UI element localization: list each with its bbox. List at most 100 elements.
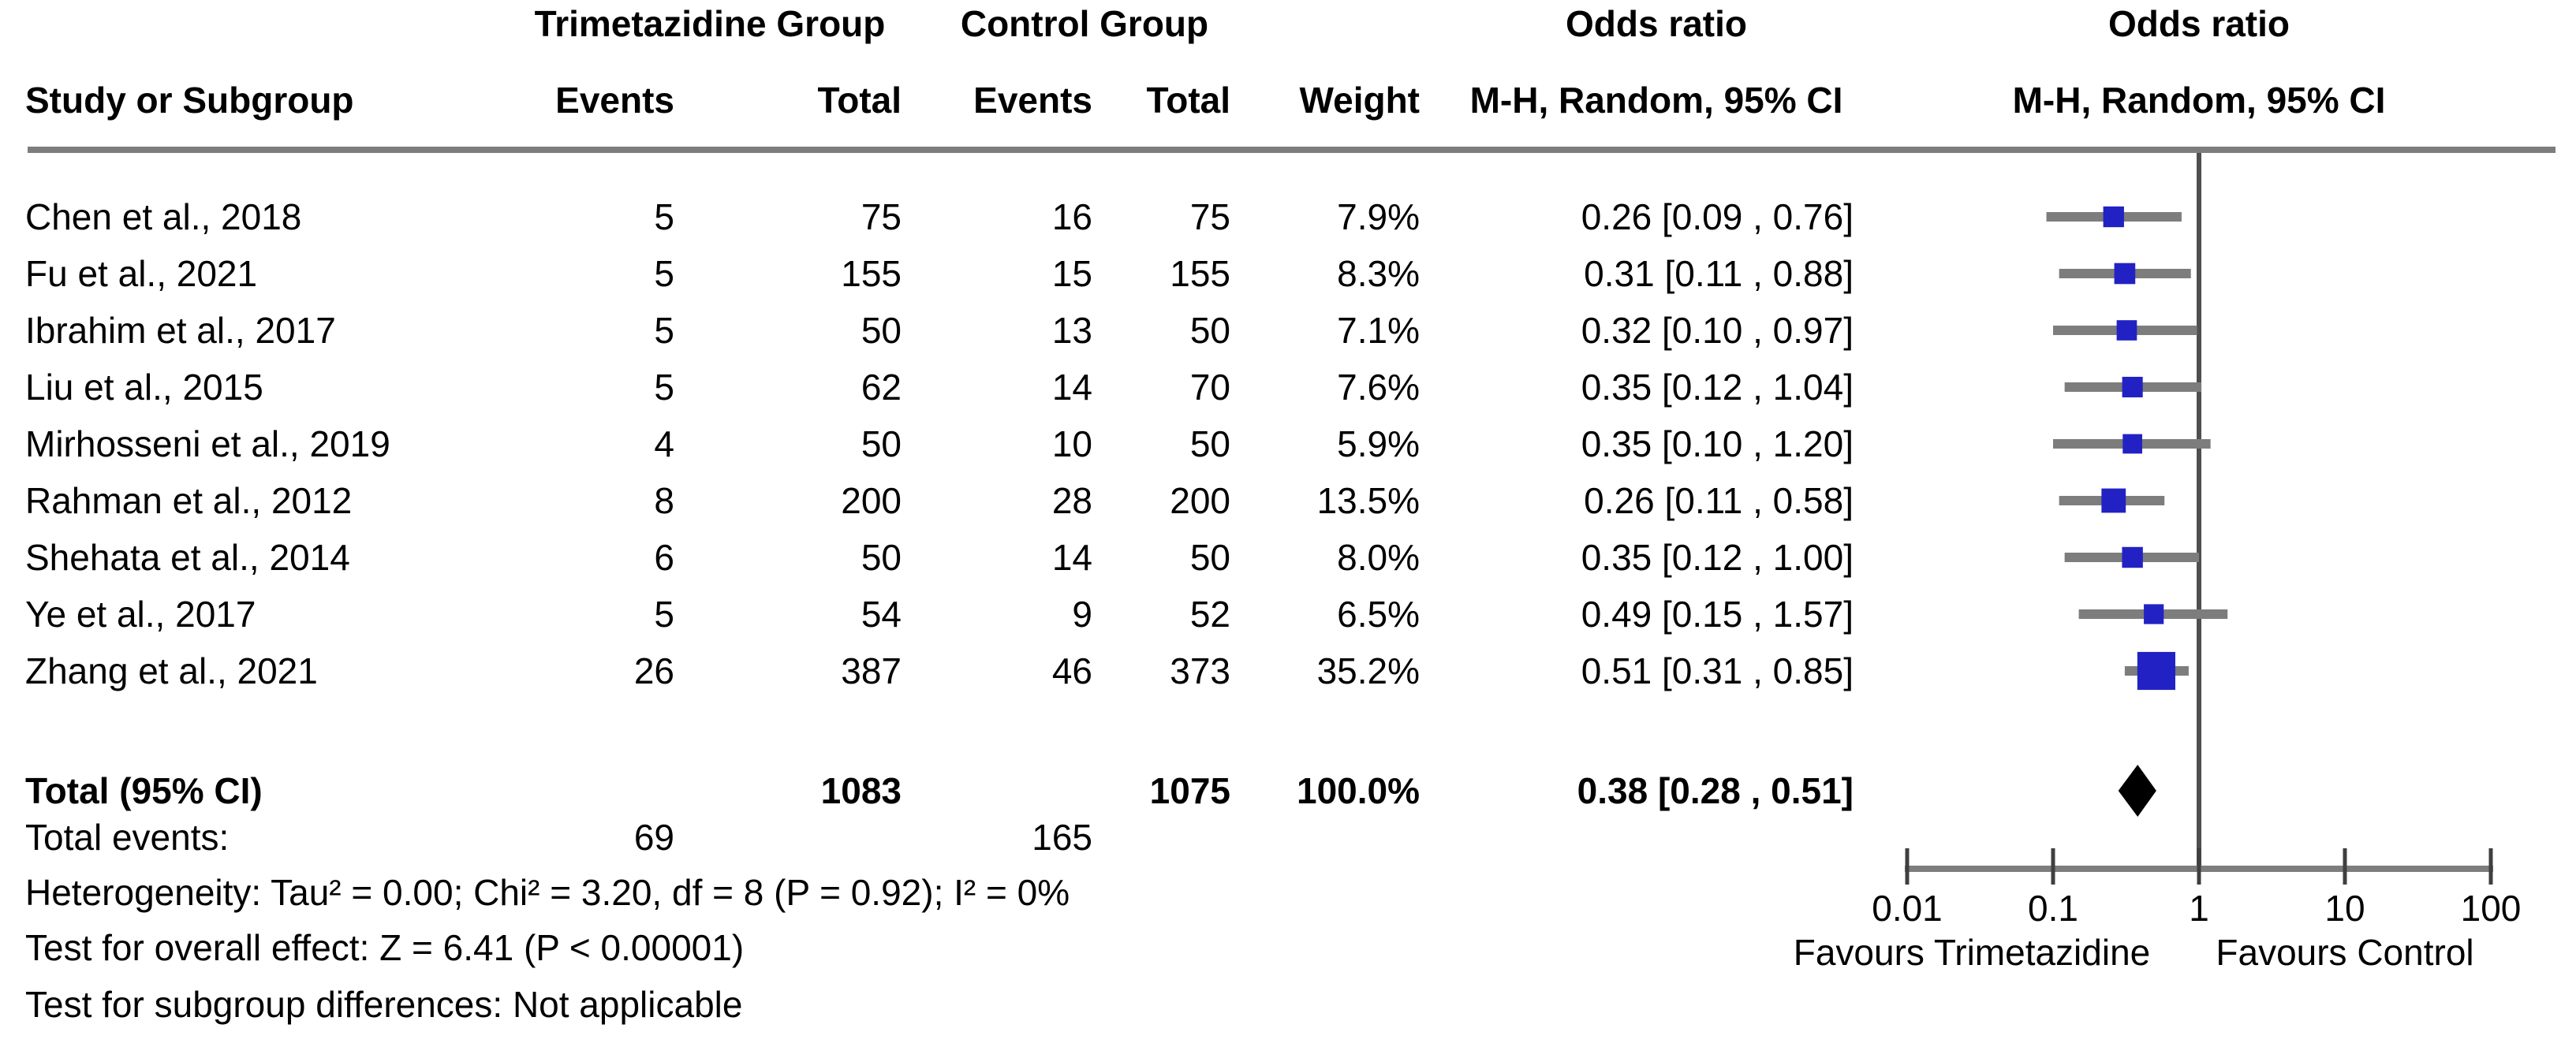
- axis-tick-label: 0.1: [2028, 888, 2078, 929]
- favours-left-label: Favours Trimetazidine: [1793, 932, 2151, 973]
- ci-line: [2064, 382, 2202, 392]
- treatment-events-value: 6: [654, 537, 674, 578]
- treatment-total-value: 62: [861, 367, 902, 408]
- or-marker-square: [2103, 206, 2124, 228]
- or-ci-text: 0.31 [0.11 , 0.88]: [1584, 253, 1854, 294]
- weight-value: 7.6%: [1337, 367, 1420, 408]
- control-total-value: 155: [1170, 253, 1230, 294]
- treatment-total-value: 50: [861, 423, 902, 464]
- null-effect-line: [2197, 153, 2201, 869]
- control-total-value: 70: [1189, 367, 1230, 408]
- control-events-value: 16: [1051, 196, 1092, 237]
- header-separator-line: [28, 147, 2555, 153]
- ci-line: [2078, 609, 2228, 619]
- weight-value: 8.0%: [1337, 537, 1420, 578]
- total-treatment-n: 1083: [820, 770, 902, 811]
- x-axis-tick: [2051, 848, 2055, 885]
- study-name: Ye et al., 2017: [25, 594, 256, 635]
- heterogeneity-stats: Heterogeneity: Tau² = 0.00; Chi² = 3.20,…: [25, 872, 1070, 913]
- weight-value: 5.9%: [1337, 423, 1420, 464]
- axis-tick-label: 0.01: [1872, 888, 1943, 929]
- or-marker-square: [2101, 488, 2126, 513]
- treatment-total-value: 75: [861, 196, 902, 237]
- weight-value: 13.5%: [1316, 480, 1420, 521]
- ci-line: [2053, 326, 2197, 335]
- control-total-value: 50: [1189, 537, 1230, 578]
- weight-value: 6.5%: [1337, 594, 1420, 635]
- odds-ratio-plot-title: Odds ratio: [2107, 3, 2290, 44]
- ci-line: [2064, 553, 2199, 562]
- x-axis-tick: [1905, 848, 1910, 885]
- total-events-label: Total events:: [25, 817, 230, 858]
- x-axis-tick: [2488, 848, 2493, 885]
- study-name: Mirhosseni et al., 2019: [25, 423, 390, 464]
- ci-line: [2059, 269, 2191, 278]
- or-marker-square: [2122, 434, 2143, 454]
- treatment-total-value: 50: [861, 537, 902, 578]
- or-ci-text: 0.32 [0.10 , 0.97]: [1581, 310, 1854, 351]
- treatment-events-value: 5: [654, 196, 674, 237]
- control-total-value: 373: [1170, 650, 1230, 691]
- treatment-total-value: 155: [841, 253, 902, 294]
- favours-right-label: Favours Control: [2216, 932, 2474, 973]
- control-events-value: 9: [1072, 594, 1092, 635]
- or-ci-text: 0.35 [0.10 , 1.20]: [1581, 423, 1854, 464]
- total-events-treatment: 69: [633, 817, 674, 858]
- or-method-column-header: M-H, Random, 95% CI: [1469, 80, 1843, 121]
- control-total-value: 75: [1189, 196, 1230, 237]
- or-ci-text: 0.26 [0.11 , 0.58]: [1584, 480, 1854, 521]
- control-events-value: 10: [1051, 423, 1092, 464]
- total-or-ci-text: 0.38 [0.28 , 0.51]: [1577, 770, 1854, 811]
- study-column-header: Study or Subgroup: [25, 80, 354, 121]
- control-events-header: Events: [973, 80, 1092, 121]
- axis-tick-label: 100: [2460, 888, 2522, 929]
- or-marker-square: [2122, 546, 2143, 568]
- x-axis-tick: [2343, 848, 2347, 885]
- study-name: Fu et al., 2021: [25, 253, 258, 294]
- or-marker-square: [2114, 263, 2136, 285]
- or-ci-text: 0.51 [0.31 , 0.85]: [1581, 650, 1854, 691]
- weight-value: 35.2%: [1316, 650, 1420, 691]
- ci-line: [2053, 439, 2211, 449]
- or-method-plot-header: M-H, Random, 95% CI: [2012, 80, 2386, 121]
- total-weight: 100.0%: [1296, 770, 1420, 811]
- treatment-events-value: 5: [654, 367, 674, 408]
- treatment-total-header: Total: [817, 80, 902, 121]
- study-name: Shehata et al., 2014: [25, 537, 350, 578]
- control-events-value: 46: [1051, 650, 1092, 691]
- control-group-header: Control Group: [960, 3, 1209, 44]
- subgroup-difference-test: Test for subgroup differences: Not appli…: [25, 984, 743, 1025]
- or-ci-text: 0.35 [0.12 , 1.00]: [1581, 537, 1854, 578]
- treatment-total-value: 387: [841, 650, 902, 691]
- treatment-events-value: 26: [633, 650, 674, 691]
- weight-value: 8.3%: [1337, 253, 1420, 294]
- axis-tick-label: 10: [2324, 888, 2365, 929]
- ci-line: [2059, 496, 2165, 505]
- control-events-value: 13: [1051, 310, 1092, 351]
- control-events-value: 14: [1051, 537, 1092, 578]
- axis-tick-label: 1: [2189, 888, 2209, 929]
- treatment-total-value: 50: [861, 310, 902, 351]
- control-total-value: 50: [1189, 310, 1230, 351]
- treatment-events-value: 5: [654, 310, 674, 351]
- control-events-value: 14: [1051, 367, 1092, 408]
- study-name: Chen et al., 2018: [25, 196, 302, 237]
- study-name: Liu et al., 2015: [25, 367, 263, 408]
- treatment-events-value: 5: [654, 253, 674, 294]
- study-name: Rahman et al., 2012: [25, 480, 353, 521]
- or-ci-text: 0.35 [0.12 , 1.04]: [1581, 367, 1854, 408]
- total-row-label: Total (95% CI): [25, 770, 263, 811]
- or-marker-square: [2116, 320, 2137, 341]
- study-name: Zhang et al., 2021: [25, 650, 318, 691]
- control-total-header: Total: [1146, 80, 1230, 121]
- control-total-value: 200: [1170, 480, 1230, 521]
- weight-value: 7.9%: [1337, 196, 1420, 237]
- ci-line: [2046, 212, 2182, 222]
- x-axis-line: [1905, 866, 2493, 872]
- treatment-events-value: 8: [654, 480, 674, 521]
- or-ci-text: 0.49 [0.15 , 1.57]: [1581, 594, 1854, 635]
- total-control-n: 1075: [1149, 770, 1230, 811]
- treatment-events-value: 5: [654, 594, 674, 635]
- control-total-value: 50: [1189, 423, 1230, 464]
